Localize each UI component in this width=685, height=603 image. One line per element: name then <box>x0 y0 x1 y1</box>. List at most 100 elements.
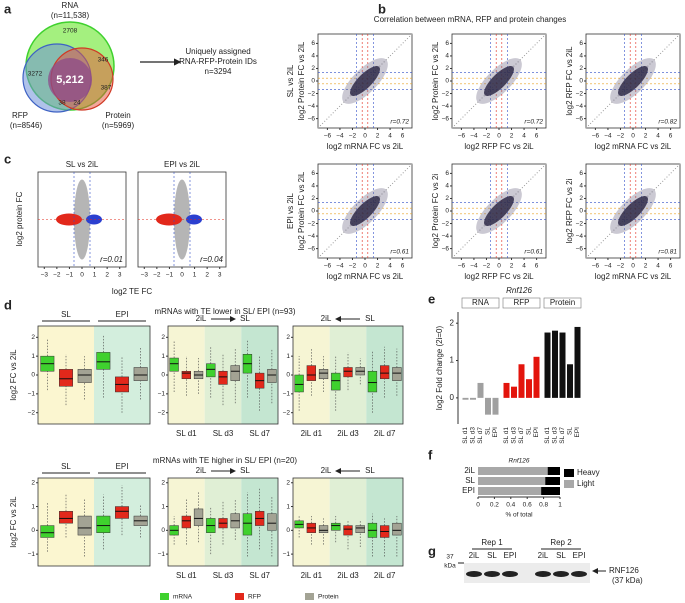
set-name: Protein <box>105 111 130 120</box>
y-tick-label: −4 <box>442 233 450 240</box>
band <box>535 571 551 577</box>
box <box>40 525 55 538</box>
y-tick-label: −2 <box>308 90 316 97</box>
box <box>343 367 353 378</box>
x-tick-label: SL d1 <box>503 427 510 444</box>
x-tick-label: 0 <box>497 263 501 270</box>
y-tick-label: 2 <box>161 334 165 341</box>
bar <box>518 364 525 398</box>
y-tick-label: 0 <box>311 208 315 215</box>
box <box>206 363 216 378</box>
y-tick-label: 6 <box>579 170 583 177</box>
blot-membrane <box>464 563 590 583</box>
marker-label: kDa <box>444 563 456 570</box>
plot-frame <box>292 477 404 567</box>
box <box>343 525 353 536</box>
group-label: RFP <box>514 298 530 307</box>
x-tick-label: −6 <box>458 133 466 140</box>
y-axis-label: log2 FC vs 2iL <box>9 349 18 401</box>
y-tick-label: −6 <box>442 115 450 122</box>
x-tick-label: 2 <box>510 263 514 270</box>
y-tick-label: −2 <box>283 409 291 416</box>
x-axis-label: log2 mRNA FC vs 2iL <box>595 272 672 281</box>
y-tick-label: 0 <box>445 208 449 215</box>
venn-count: 38 <box>58 100 66 107</box>
x-tick-label: 1 <box>93 272 97 279</box>
r-value: r=0.04 <box>200 255 223 264</box>
y-tick-label: 2 <box>311 65 315 72</box>
y-tick-label: 0 <box>286 527 290 534</box>
x-tick-label: −6 <box>324 263 332 270</box>
plot-title: SL vs 2iL <box>66 160 99 169</box>
box <box>392 522 402 536</box>
panel-letter: a <box>4 1 12 16</box>
bar <box>544 332 551 398</box>
chart-title: Rnf126 <box>506 286 532 295</box>
chart-title: Rnf126 <box>509 458 530 465</box>
bar <box>492 397 499 415</box>
x-tick-label: 6 <box>669 133 673 140</box>
x-tick-label: EPI <box>574 427 581 438</box>
r-value: r=0.81 <box>658 249 677 256</box>
y-tick-label: 2 <box>311 195 315 202</box>
group-label: SL d3 <box>213 429 234 438</box>
x-tick-label: 0.2 <box>490 502 499 509</box>
y-tick-label: 1 <box>286 353 290 360</box>
y-tick-label: −1 <box>158 551 166 558</box>
x-tick-label: SL d1 <box>544 427 551 444</box>
x-tick-label: 0.6 <box>523 502 532 509</box>
legend-label: Protein <box>318 594 339 601</box>
box <box>294 374 304 393</box>
point-cloud-low <box>156 213 182 226</box>
set-count: (n=11,538) <box>51 11 90 20</box>
x-tick-label: 4 <box>656 263 660 270</box>
x-tick-label: SL d1 <box>462 427 469 444</box>
result-text: Uniquely assigned <box>185 47 250 56</box>
x-tick-label: −3 <box>41 272 49 279</box>
header-from: 2iL <box>321 314 332 323</box>
legend-swatch <box>564 469 574 477</box>
box <box>133 367 148 381</box>
venn-core <box>48 58 92 102</box>
box <box>59 511 73 524</box>
legend-label: RFP <box>248 594 261 601</box>
box <box>267 513 277 531</box>
panel-letter: f <box>428 447 433 462</box>
panel-letter: c <box>4 151 11 166</box>
y-tick-label: −4 <box>576 103 584 110</box>
group-box <box>461 297 500 309</box>
group-label: 2iL d7 <box>374 571 396 580</box>
x-tick-label: −4 <box>470 133 478 140</box>
bar <box>477 382 484 398</box>
x-tick-label: 3 <box>118 272 122 279</box>
y-tick-label: −2 <box>308 220 316 227</box>
group-label: SL d1 <box>176 429 197 438</box>
x-tick-label: SL <box>526 427 533 435</box>
x-tick-label: 3 <box>218 272 222 279</box>
bar-segment <box>547 467 560 475</box>
lane-label: 2iL <box>469 551 480 560</box>
y-tick-label: 2 <box>579 65 583 72</box>
y-tick-label: −6 <box>576 115 584 122</box>
y-tick-label: −4 <box>576 233 584 240</box>
row-label: EPI vs 2iL <box>286 192 295 229</box>
y-tick-label: −4 <box>308 103 316 110</box>
y-tick-label: 0 <box>450 393 455 402</box>
row-title: mRNAs with TE higher in SL/ EPI (n=20) <box>153 456 297 465</box>
y-tick-label: 1 <box>450 356 455 365</box>
x-tick-label: −4 <box>336 133 344 140</box>
group-label: 2iL d1 <box>301 571 323 580</box>
panel-letter: b <box>378 1 386 16</box>
y-tick-label: 4 <box>311 183 315 190</box>
y-tick-label: 2 <box>31 479 35 486</box>
box <box>318 369 329 380</box>
x-tick-label: 2 <box>105 272 109 279</box>
x-tick-label: 6 <box>535 133 539 140</box>
bar <box>511 386 517 398</box>
y-tick-label: −1 <box>28 551 36 558</box>
x-tick-label: 0 <box>363 133 367 140</box>
point-cloud <box>484 66 514 96</box>
y-tick-label: −1 <box>158 391 166 398</box>
result-text: n=3294 <box>205 67 232 76</box>
x-tick-label: 4 <box>656 133 660 140</box>
